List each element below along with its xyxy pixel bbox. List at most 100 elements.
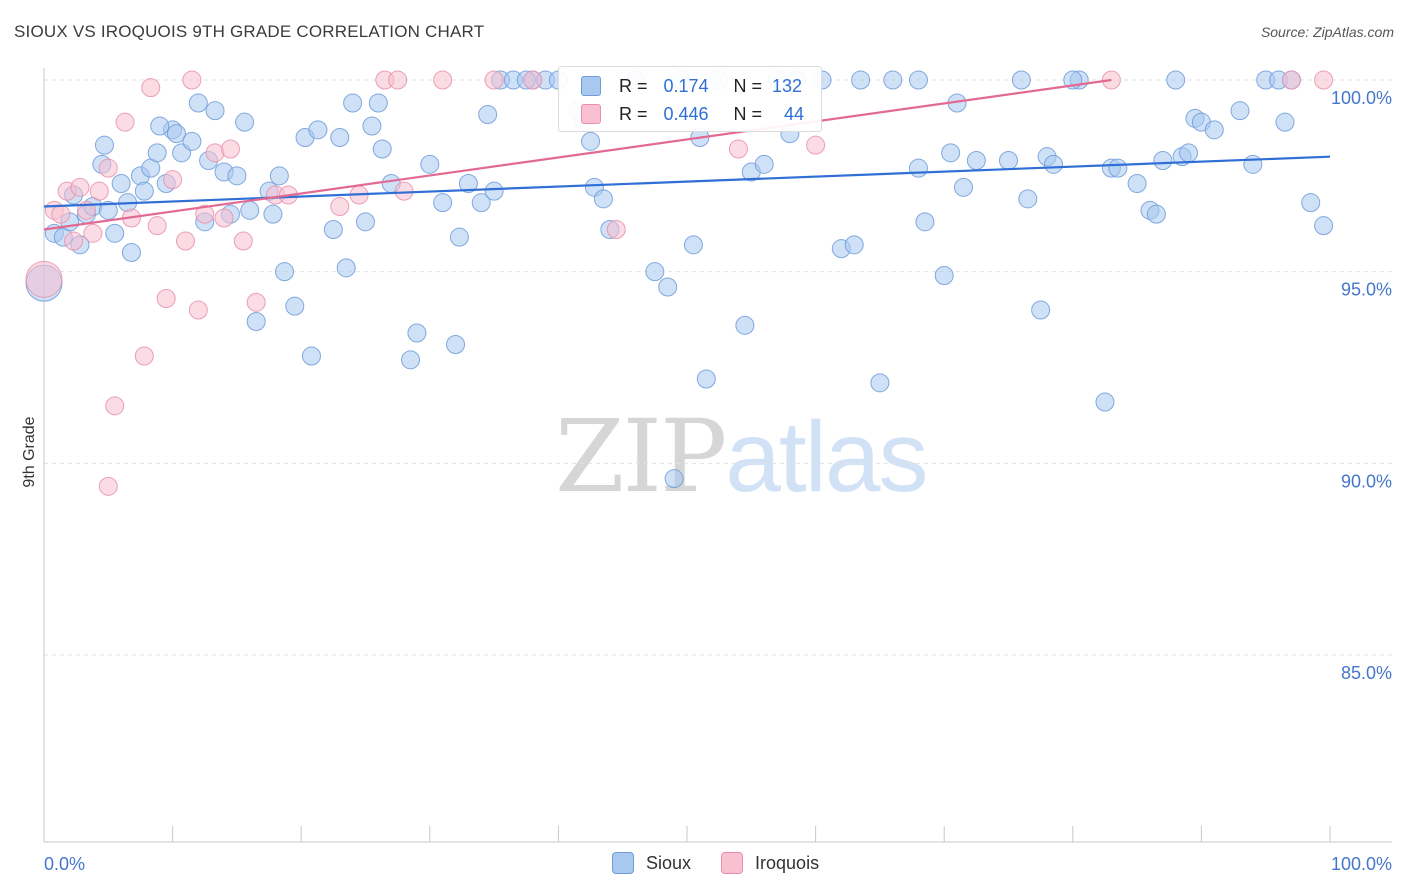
sioux-point: [235, 112, 255, 132]
sioux-point: [735, 315, 755, 335]
iroquois-point: [147, 216, 167, 236]
sioux-point: [658, 277, 678, 297]
source-note: Source: ZipAtlas.com: [1260, 24, 1394, 40]
sioux-point: [953, 177, 973, 197]
sioux-point: [401, 350, 421, 370]
iroquois-point: [246, 292, 266, 312]
sioux-point: [915, 212, 935, 232]
sioux-point: [166, 124, 186, 144]
iroquois-point: [214, 208, 234, 228]
sioux-point: [182, 131, 202, 151]
sioux-point: [263, 204, 283, 224]
sioux-point: [581, 131, 601, 151]
sioux-point: [1095, 392, 1115, 412]
sioux-point: [147, 143, 167, 163]
y-tick-label: 85.0%: [1341, 663, 1392, 683]
legend-swatch-iroquois: [721, 852, 744, 874]
iroquois-point: [388, 70, 408, 90]
sioux-point: [484, 181, 504, 201]
sioux-point: [343, 93, 363, 113]
iroquois-point: [806, 135, 826, 155]
sioux-point: [870, 373, 890, 393]
stats-row-sioux: R = 0.174 N = 132: [581, 73, 802, 99]
iroquois-point: [98, 158, 118, 178]
sioux-point: [683, 235, 703, 255]
sioux-point: [372, 139, 392, 159]
sioux-point: [1146, 204, 1166, 224]
sioux-point: [94, 135, 114, 155]
iroquois-point: [89, 181, 109, 201]
watermark-zip: ZIP: [555, 398, 727, 515]
iroquois-point: [51, 204, 71, 224]
iroquois-point: [134, 346, 154, 366]
sioux-point: [645, 262, 665, 282]
sioux-point: [227, 166, 247, 186]
sioux-point: [205, 101, 225, 121]
iroquois-point: [728, 139, 748, 159]
sioux-point: [851, 70, 871, 90]
iroquois-point: [195, 204, 215, 224]
sioux-point: [362, 116, 382, 136]
iroquois-point: [330, 197, 350, 216]
sioux-point: [323, 220, 343, 239]
iroquois-r-value: 0.446: [663, 103, 709, 124]
iroquois-point: [1281, 70, 1301, 90]
legend-item-iroquois[interactable]: Iroquois: [721, 852, 819, 874]
sioux-point: [1018, 189, 1038, 209]
sioux-point: [1127, 174, 1147, 193]
iroquois-point: [156, 289, 176, 308]
sioux-point: [471, 193, 491, 213]
sioux-point: [1314, 216, 1334, 236]
iroquois-point: [233, 231, 253, 251]
sioux-point: [1044, 154, 1064, 174]
stats-row-iroquois: R = 0.446 N = 44: [581, 101, 804, 127]
iroquois-swatch: [581, 104, 601, 124]
sioux-point: [696, 369, 716, 389]
sioux-point: [449, 227, 469, 247]
sioux-point: [966, 151, 986, 170]
sioux-point: [308, 120, 328, 140]
sioux-point: [941, 143, 961, 163]
sioux-point: [356, 212, 375, 232]
iroquois-point: [188, 300, 208, 320]
watermark: ZIPatlas: [555, 398, 929, 515]
stats-legend: R = 0.174 N = 132 R = 0.446 N = 44: [558, 66, 822, 132]
sioux-point: [883, 70, 903, 90]
sioux-point: [420, 154, 440, 174]
sioux-trend-line: [43, 155, 1331, 208]
iroquois-point: [163, 170, 183, 190]
sioux-point: [1166, 70, 1186, 90]
sioux-point: [188, 93, 208, 113]
sioux-point: [934, 266, 954, 285]
legend-item-sioux[interactable]: Sioux: [612, 852, 691, 874]
series-legend: Sioux Iroquois: [612, 852, 849, 874]
tick-labels: 100.0% 95.0% 90.0% 85.0% 0.0% 100.0%: [44, 88, 1392, 874]
iroquois-trend-line: [43, 78, 1112, 231]
sioux-point: [134, 181, 154, 201]
iroquois-point: [484, 70, 504, 90]
sioux-point: [999, 151, 1018, 170]
iroquois-point: [220, 139, 240, 159]
iroquois-point: [98, 476, 118, 496]
sioux-point: [1204, 120, 1224, 140]
y-tick-label: 100.0%: [1331, 88, 1392, 108]
iroquois-point: [606, 220, 626, 239]
series-sioux: [25, 70, 1334, 489]
sioux-point: [1243, 154, 1263, 174]
trend-lines: [43, 78, 1331, 231]
sioux-point: [433, 193, 453, 213]
sioux-point: [446, 335, 466, 354]
iroquois-point: [141, 78, 161, 98]
r-label: R =: [619, 103, 648, 124]
sioux-point: [150, 116, 170, 136]
sioux-point: [1230, 101, 1250, 121]
sioux-point: [478, 105, 498, 124]
n-label: N =: [733, 103, 763, 124]
iroquois-point: [70, 177, 90, 197]
sioux-point: [844, 235, 864, 255]
iroquois-point: [175, 231, 195, 251]
sioux-point: [1011, 70, 1031, 90]
legend-swatch-sioux: [612, 852, 634, 874]
sioux-point: [330, 128, 350, 147]
iroquois-point: [523, 70, 543, 90]
